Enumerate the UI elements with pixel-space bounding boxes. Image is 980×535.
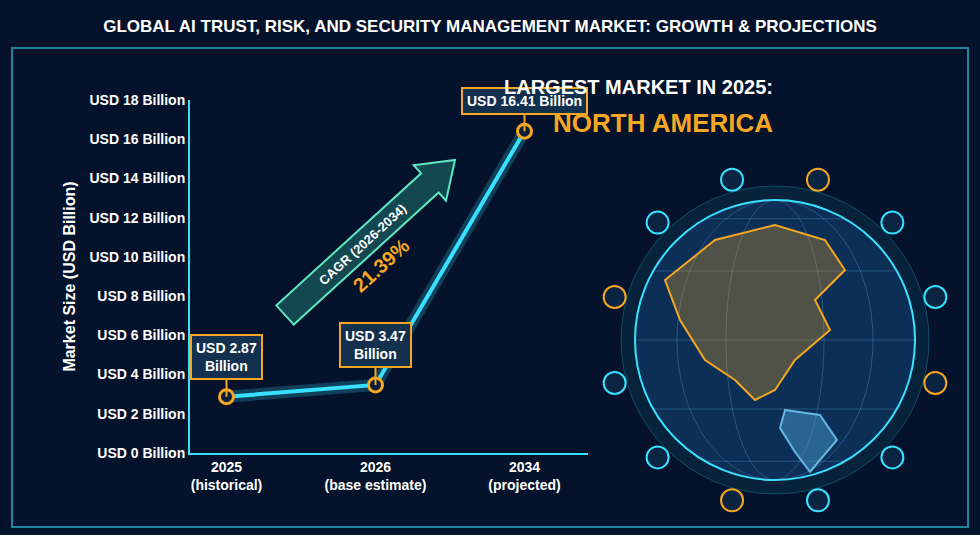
svg-text:2034(projected): 2034(projected) [488, 459, 560, 493]
svg-text:USD 14 Billion: USD 14 Billion [90, 170, 186, 186]
svg-text:USD 4 Billion: USD 4 Billion [97, 366, 185, 382]
svg-text:USD 2 Billion: USD 2 Billion [97, 406, 185, 422]
svg-text:Market Size (USD Billion): Market Size (USD Billion) [61, 181, 78, 371]
svg-text:USD 0 Billion: USD 0 Billion [97, 445, 185, 461]
svg-text:USD 8 Billion: USD 8 Billion [97, 288, 185, 304]
svg-text:USD 2.87Billion: USD 2.87Billion [196, 340, 257, 374]
svg-text:USD 6 Billion: USD 6 Billion [97, 327, 185, 343]
svg-text:USD 16 Billion: USD 16 Billion [90, 131, 186, 147]
svg-text:2026(base estimate): 2026(base estimate) [325, 459, 427, 493]
svg-text:USD 10 Billion: USD 10 Billion [90, 249, 186, 265]
svg-text:2025(historical): 2025(historical) [191, 459, 263, 493]
svg-text:21.39%: 21.39% [349, 234, 414, 296]
svg-text:USD 12 Billion: USD 12 Billion [90, 210, 186, 226]
svg-text:NORTH AMERICA: NORTH AMERICA [553, 108, 773, 138]
svg-text:USD 3.47Billion: USD 3.47Billion [345, 328, 406, 362]
svg-text:GLOBAL AI TRUST, RISK, AND SEC: GLOBAL AI TRUST, RISK, AND SECURITY MANA… [103, 17, 877, 36]
svg-text:USD 18 Billion: USD 18 Billion [90, 92, 186, 108]
svg-text:CAGR (2026-2034): CAGR (2026-2034) [316, 201, 409, 288]
svg-text:LARGEST MARKET IN 2025:: LARGEST MARKET IN 2025: [504, 76, 773, 98]
svg-text:USD 16.41 Billion: USD 16.41 Billion [467, 93, 582, 109]
